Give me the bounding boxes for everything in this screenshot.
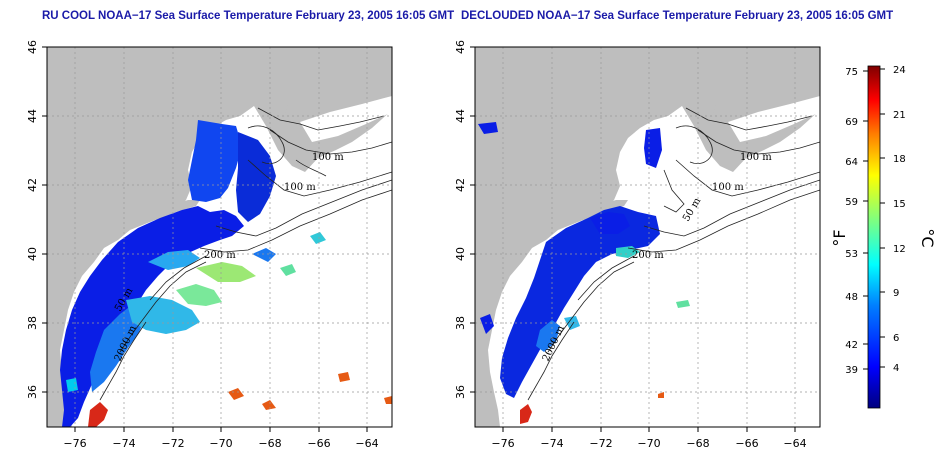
lon-tick-right: −66 bbox=[735, 437, 758, 450]
lat-tick-right: 42 bbox=[454, 178, 467, 192]
fahrenheit-tick: 42 bbox=[845, 340, 858, 351]
lat-tick-right: 44 bbox=[454, 109, 467, 123]
temperature-colorbar: 75 69 64 59 53 48 42 39 24 21 18 15 12 9… bbox=[830, 65, 937, 409]
lon-tick-left: −64 bbox=[355, 437, 378, 450]
celsius-tick: 15 bbox=[893, 199, 906, 210]
lon-tick-left: −70 bbox=[209, 437, 232, 450]
lat-tick-right: 40 bbox=[454, 247, 467, 261]
celsius-tick: 24 bbox=[893, 65, 906, 76]
lon-tick-right: −70 bbox=[637, 437, 660, 450]
lat-tick-left: 38 bbox=[26, 316, 39, 330]
lat-tick-left: 42 bbox=[26, 178, 39, 192]
lat-tick-right: 36 bbox=[454, 385, 467, 399]
land-long-island bbox=[576, 200, 628, 220]
lon-tick-left: −76 bbox=[63, 437, 86, 450]
fahrenheit-tick: 48 bbox=[845, 292, 858, 303]
right-panel-title: DECLOUDED NOAA−17 Sea Surface Temperatur… bbox=[461, 10, 894, 22]
fahrenheit-tick: 69 bbox=[845, 117, 858, 128]
bathymetry-contours-right bbox=[527, 107, 820, 401]
colorbar-gradient bbox=[867, 65, 881, 409]
grid-right bbox=[475, 47, 820, 427]
bathymetry-contours-left bbox=[99, 107, 392, 401]
lon-tick-left: −68 bbox=[258, 437, 281, 450]
celsius-tick: 9 bbox=[893, 288, 899, 299]
lat-tick-left: 36 bbox=[26, 385, 39, 399]
lon-tick-right: −68 bbox=[686, 437, 709, 450]
lat-tick-right: 46 bbox=[454, 40, 467, 54]
fahrenheit-tick: 75 bbox=[845, 67, 858, 78]
lat-tick-right: 38 bbox=[454, 316, 467, 330]
contour-label-200m: 200 m bbox=[632, 250, 664, 261]
celsius-tick: 12 bbox=[893, 244, 906, 255]
lat-tick-left: 40 bbox=[26, 247, 39, 261]
lon-tick-left: −74 bbox=[112, 437, 135, 450]
right-map-panel: 100 m 100 m 50 m 200 m 2000 m bbox=[454, 40, 821, 450]
fahrenheit-tick: 53 bbox=[845, 249, 858, 260]
lon-tick-right: −64 bbox=[783, 437, 806, 450]
contour-label-200m: 200 m bbox=[204, 250, 236, 261]
celsius-tick: 6 bbox=[893, 333, 899, 344]
lat-tick-left: 44 bbox=[26, 109, 39, 123]
sst-data-right bbox=[478, 122, 690, 424]
lon-tick-left: −66 bbox=[307, 437, 330, 450]
lon-tick-left: −72 bbox=[161, 437, 184, 450]
fahrenheit-unit-label: °F bbox=[830, 229, 849, 246]
celsius-tick: 4 bbox=[893, 363, 899, 374]
lon-tick-right: −72 bbox=[589, 437, 612, 450]
lon-tick-right: −74 bbox=[540, 437, 563, 450]
left-map-panel: 100 m 100 m 200 m 50 m 2000 m bbox=[26, 40, 393, 450]
fahrenheit-tick: 64 bbox=[845, 157, 858, 168]
left-map-frame bbox=[46, 46, 393, 428]
land-long-island bbox=[148, 200, 200, 220]
lat-tick-left: 46 bbox=[26, 40, 39, 54]
fahrenheit-tick: 59 bbox=[845, 197, 858, 208]
lon-tick-right: −76 bbox=[491, 437, 514, 450]
land-mass bbox=[47, 47, 392, 427]
grid-left bbox=[47, 47, 392, 427]
fahrenheit-tick: 39 bbox=[845, 365, 858, 376]
celsius-tick: 21 bbox=[893, 110, 906, 121]
celsius-unit-label: °C bbox=[918, 228, 937, 247]
land-mass bbox=[475, 47, 820, 427]
contour-label-100m-lower: 100 m bbox=[284, 182, 316, 193]
contour-label-100m-upper: 100 m bbox=[312, 152, 344, 163]
contour-label-100m-upper: 100 m bbox=[740, 152, 772, 163]
right-map-frame bbox=[474, 46, 821, 428]
celsius-tick: 18 bbox=[893, 154, 906, 165]
left-panel-title: RU COOL NOAA−17 Sea Surface Temperature … bbox=[42, 10, 455, 22]
contour-label-100m-lower: 100 m bbox=[712, 182, 744, 193]
